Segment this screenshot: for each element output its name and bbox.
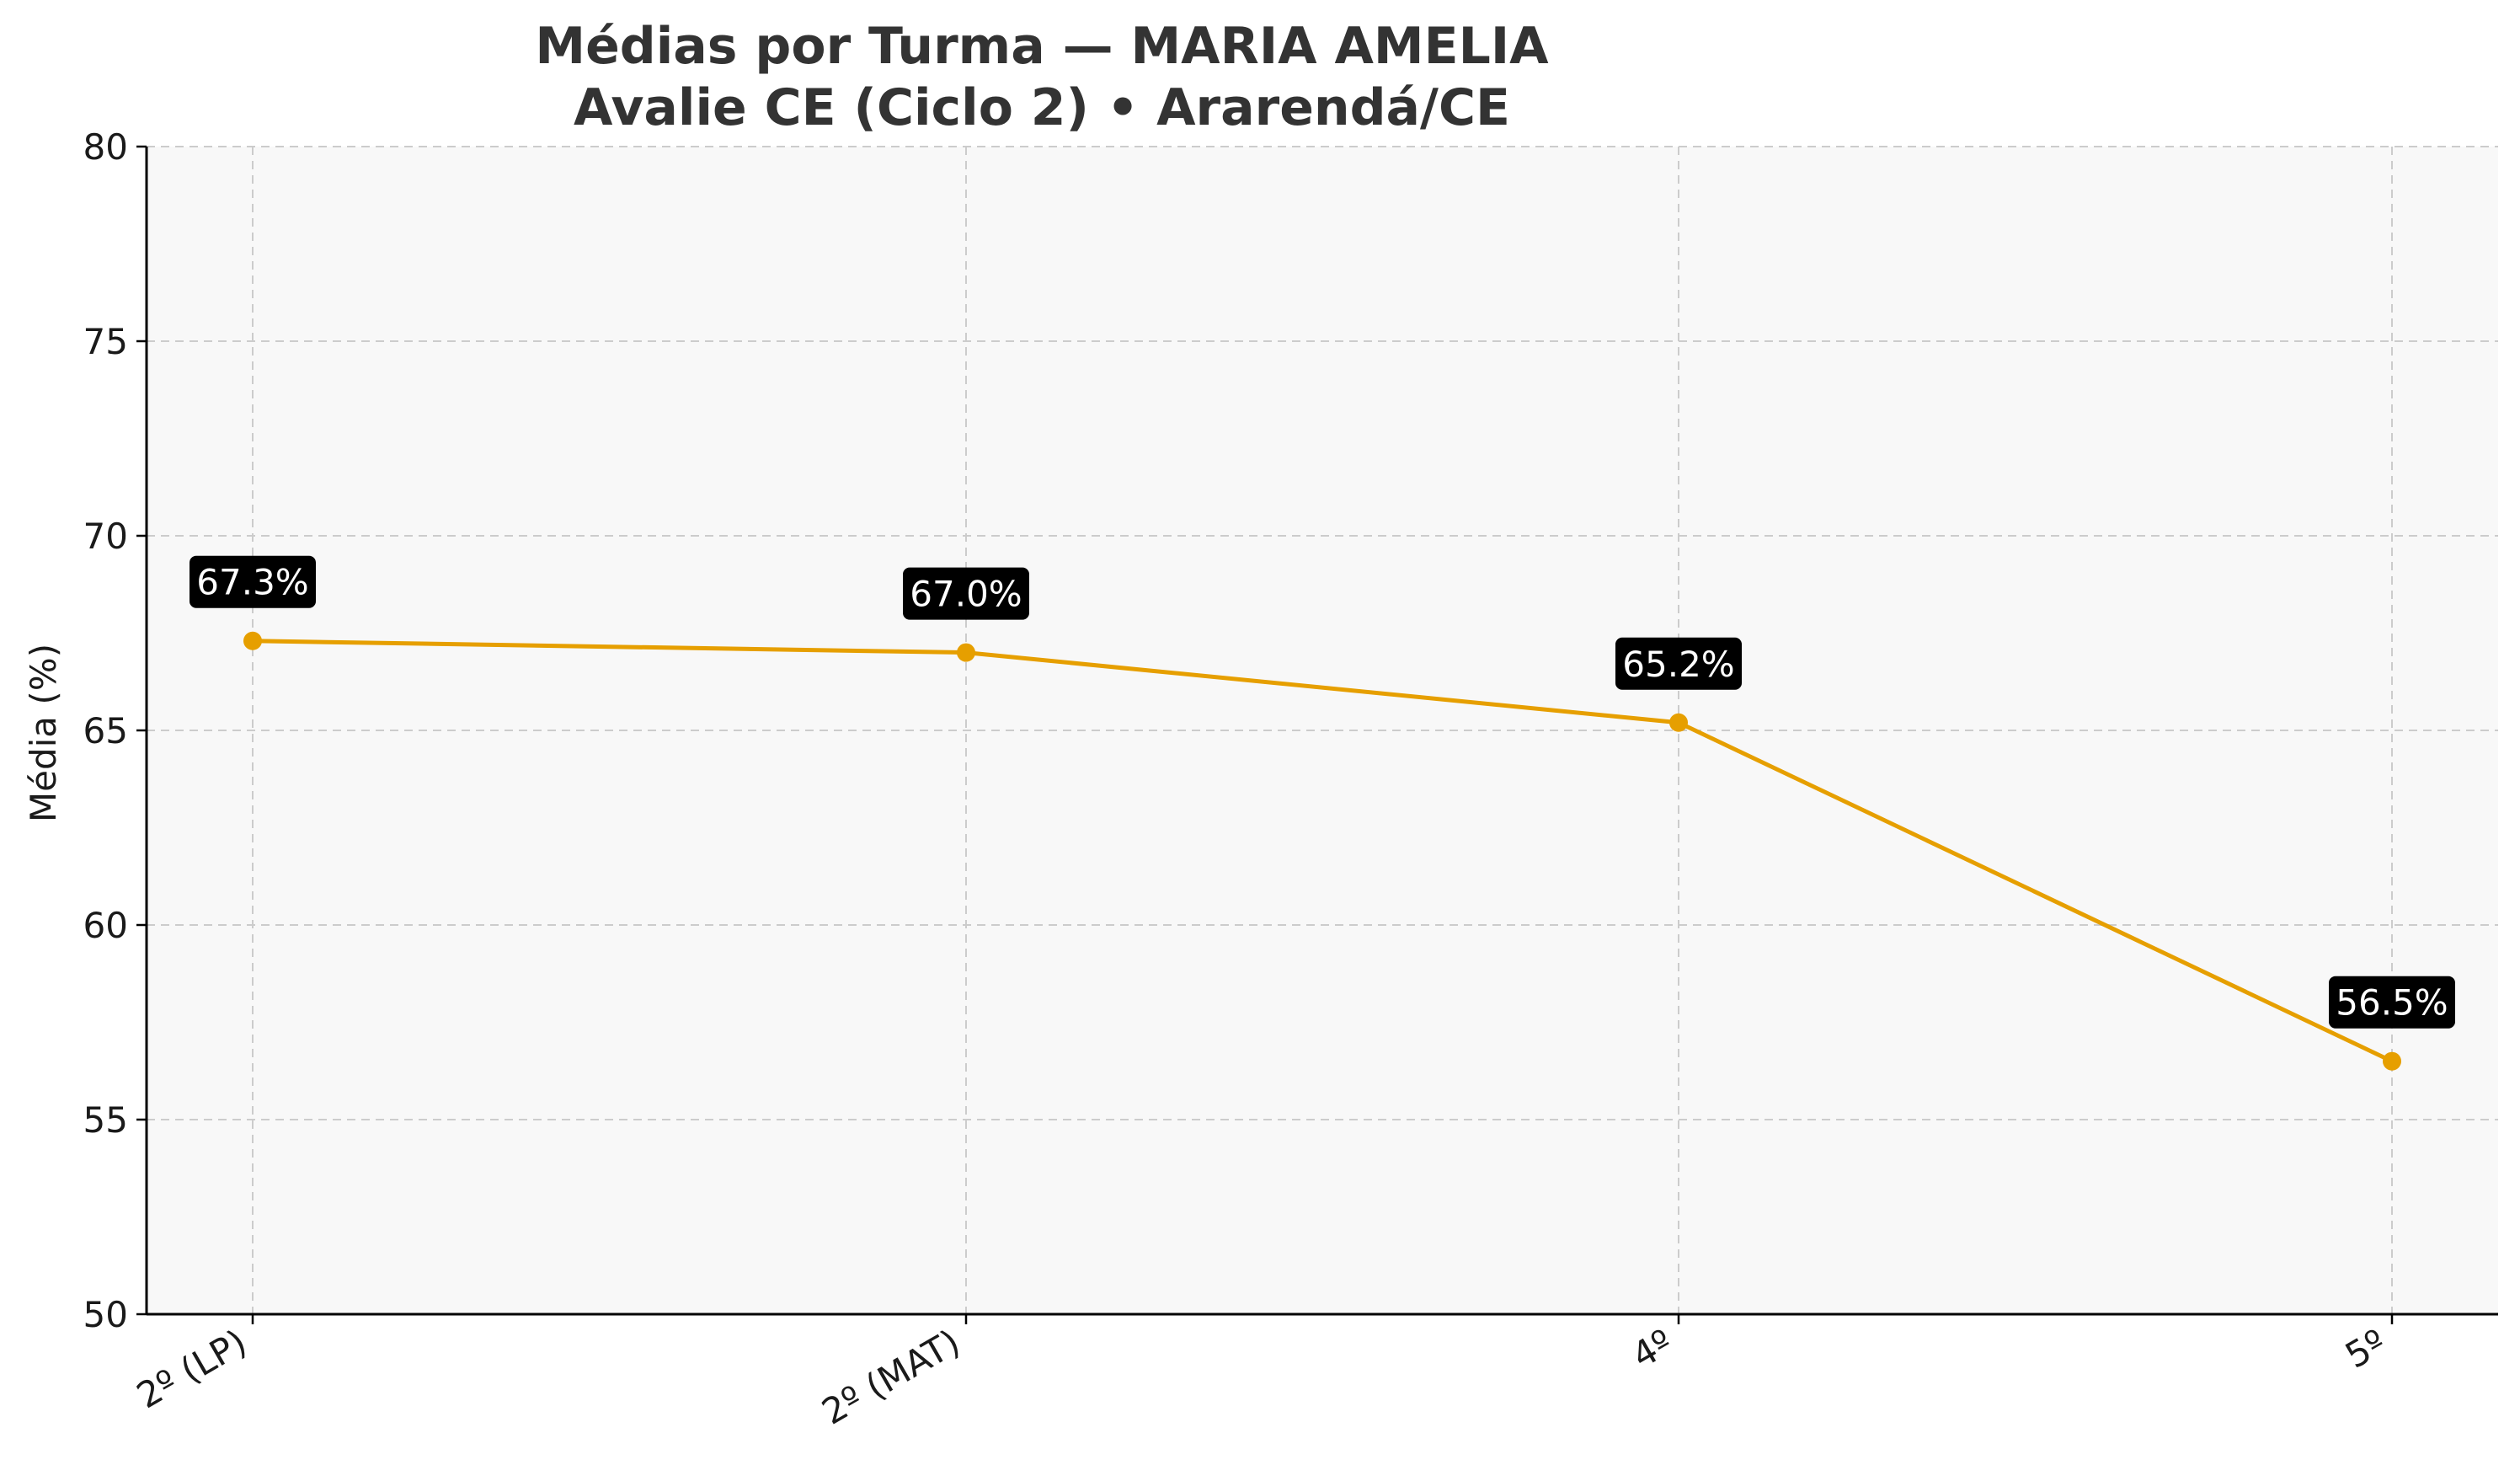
y-tick-label: 75: [83, 321, 128, 362]
series-line: [252, 639, 2394, 1063]
y-tick-label: 55: [83, 1099, 128, 1141]
data-label: 67.0%: [910, 574, 1022, 615]
y-tick-label: 50: [83, 1294, 128, 1335]
data-label: 67.3%: [196, 562, 308, 603]
data-point: [243, 631, 262, 650]
data-label-box: [2329, 976, 2455, 1029]
series-group: [243, 631, 2401, 1071]
data-point: [2383, 1051, 2401, 1071]
y-tick-label: 70: [83, 516, 128, 557]
data-label: 65.2%: [1622, 644, 1734, 685]
chart-title: Médias por Turma — MARIA AMELIA: [535, 17, 1549, 76]
data-labels: 67.3% 67.0% 65.2% 56.5%: [190, 555, 2455, 1029]
y-tick-label: 80: [83, 126, 128, 168]
y-axis-label: Média (%): [23, 644, 64, 822]
data-label-box: [903, 567, 1029, 620]
y-tick-label: 60: [83, 905, 128, 946]
y-tick-label: 65: [83, 710, 128, 751]
data-label: 56.5%: [2336, 982, 2448, 1024]
data-label-box: [190, 555, 316, 608]
data-point: [1669, 713, 1688, 732]
chart-subtitle: Avalie CE (Ciclo 2) • Ararendá/CE: [574, 78, 1510, 137]
data-point: [957, 643, 975, 662]
data-label-box: [1615, 637, 1742, 690]
